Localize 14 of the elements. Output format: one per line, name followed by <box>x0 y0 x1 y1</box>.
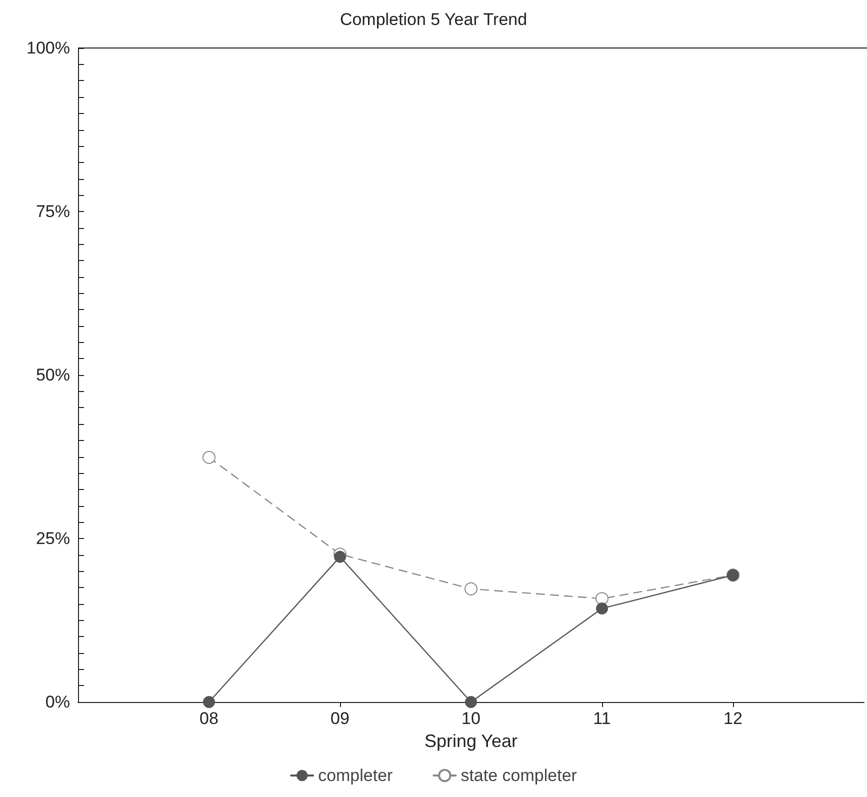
x-tick-label: 12 <box>724 709 742 728</box>
x-tick-label: 08 <box>200 709 218 728</box>
y-tick-label: 25% <box>36 529 70 548</box>
legend-label: completer <box>318 766 394 785</box>
legend-label: state completer <box>460 766 578 785</box>
x-tick-label: 11 <box>593 709 611 728</box>
y-tick-label: 50% <box>36 366 70 384</box>
chart-title: Completion 5 Year Trend <box>340 10 528 29</box>
y-tick-label: 75% <box>36 202 70 221</box>
x-tick-label: 09 <box>330 709 350 728</box>
y-tick-label: 0% <box>45 692 70 712</box>
x-axis-title: Spring Year <box>424 730 518 751</box>
y-tick-label: 100% <box>26 38 70 58</box>
x-tick-label: 10 <box>462 709 480 728</box>
